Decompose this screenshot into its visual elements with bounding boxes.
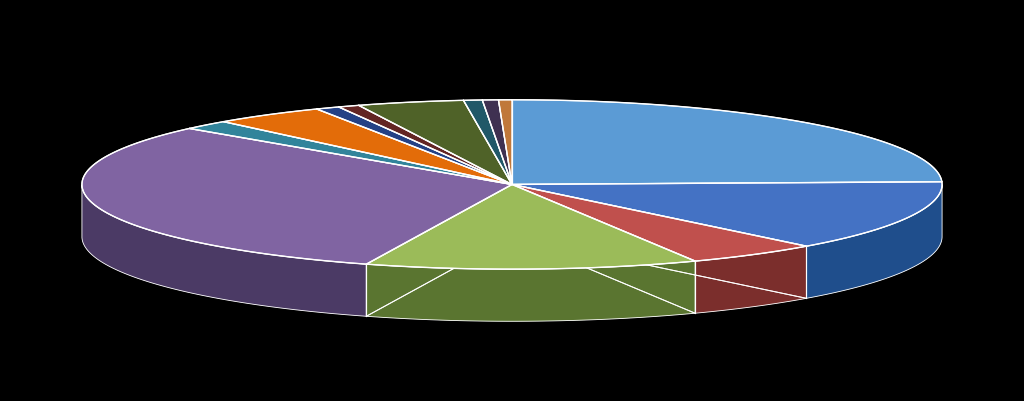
Polygon shape xyxy=(367,261,695,321)
Polygon shape xyxy=(512,237,807,313)
Polygon shape xyxy=(82,237,512,316)
Polygon shape xyxy=(499,100,512,184)
Polygon shape xyxy=(807,184,942,298)
Polygon shape xyxy=(367,184,695,269)
Polygon shape xyxy=(223,109,512,184)
Polygon shape xyxy=(189,122,512,184)
Polygon shape xyxy=(512,237,942,298)
Polygon shape xyxy=(82,128,512,264)
Polygon shape xyxy=(695,246,807,313)
Polygon shape xyxy=(339,105,512,184)
Polygon shape xyxy=(82,185,367,316)
Polygon shape xyxy=(464,100,512,184)
Polygon shape xyxy=(512,182,942,246)
Polygon shape xyxy=(512,184,807,261)
Polygon shape xyxy=(358,100,512,184)
Polygon shape xyxy=(482,100,512,184)
Polygon shape xyxy=(316,107,512,184)
Polygon shape xyxy=(512,100,942,184)
Polygon shape xyxy=(367,237,695,321)
